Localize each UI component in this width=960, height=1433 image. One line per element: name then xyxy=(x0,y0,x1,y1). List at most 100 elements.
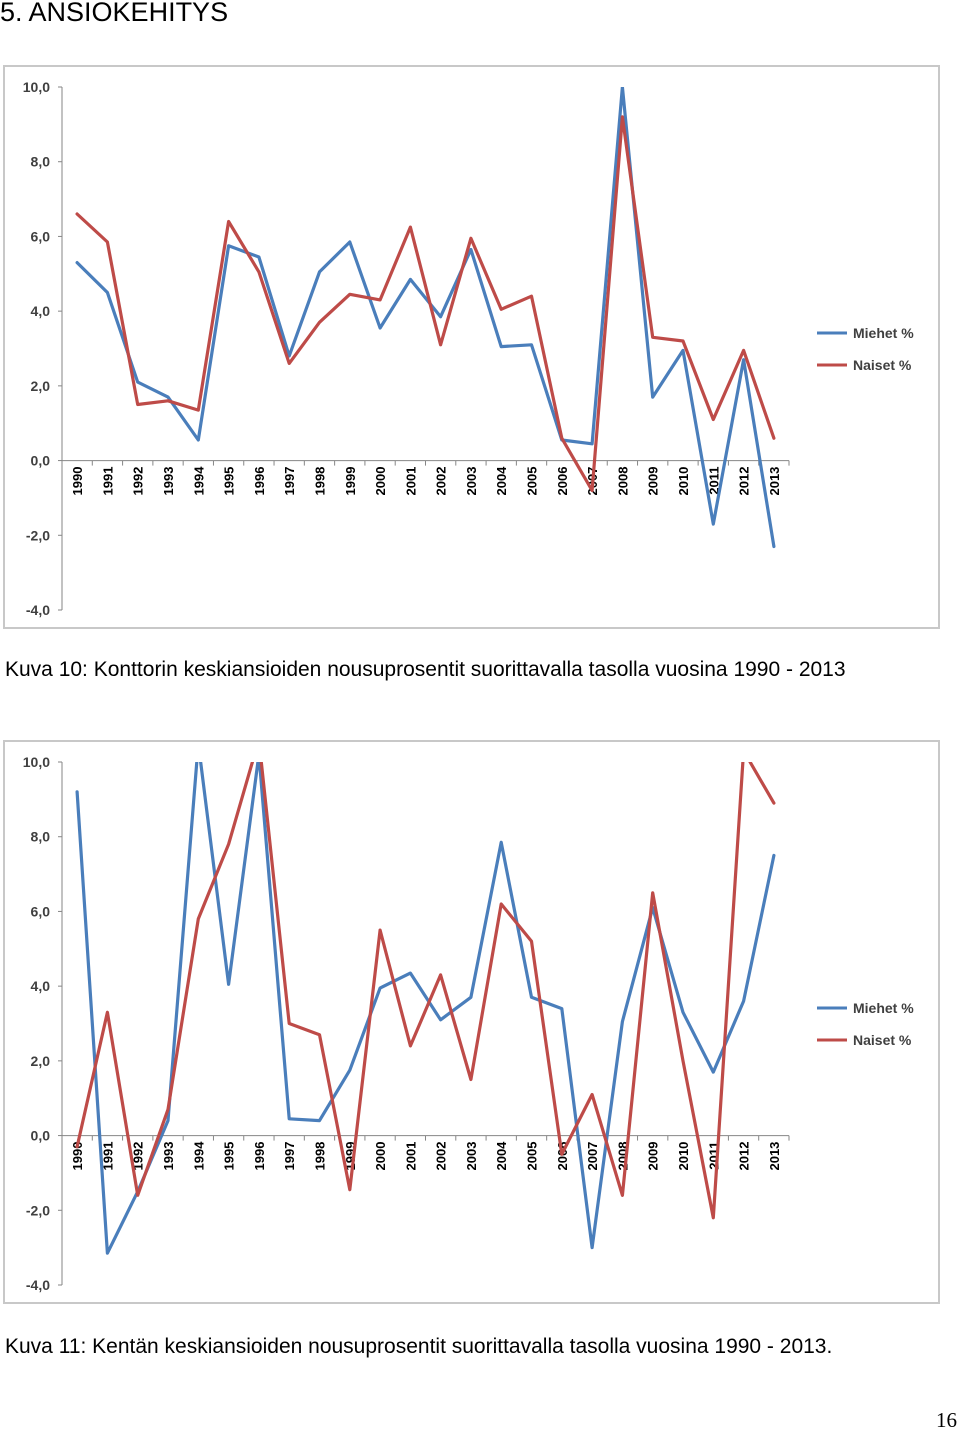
x-category-label: 1990 xyxy=(70,1142,85,1171)
data-point xyxy=(167,400,169,402)
data-point xyxy=(591,1247,593,1249)
data-point xyxy=(228,220,230,223)
plot-area xyxy=(75,87,776,549)
data-point xyxy=(288,362,290,364)
data-point xyxy=(288,1118,290,1120)
y-tick-label: 8,0 xyxy=(31,154,51,170)
data-point xyxy=(76,1146,78,1148)
x-category-label: 1993 xyxy=(161,467,176,496)
data-point xyxy=(682,1011,684,1013)
x-category-label: 2009 xyxy=(646,1142,661,1171)
x-category-label: 2012 xyxy=(737,467,752,496)
data-point xyxy=(197,918,199,920)
data-point xyxy=(682,349,684,351)
y-tick-label: 10,0 xyxy=(23,79,50,95)
x-category-label: 2000 xyxy=(373,1142,388,1171)
y-tick-label: 4,0 xyxy=(31,978,51,994)
y-tick-label: 2,0 xyxy=(31,1053,51,1069)
x-category-label: 1997 xyxy=(282,1142,297,1171)
x-category-label: 2013 xyxy=(767,467,782,496)
x-category-label: 1998 xyxy=(312,467,327,496)
data-point xyxy=(621,1194,624,1196)
data-point xyxy=(409,226,411,228)
x-category-label: 2004 xyxy=(494,466,509,496)
x-category-label: 2005 xyxy=(525,467,540,496)
y-tick-label: 2,0 xyxy=(31,378,51,394)
data-point xyxy=(106,1011,108,1013)
data-point xyxy=(682,1060,684,1062)
line-chart-kentta: 10,0 8,0 6,0 4,0 2,0 0,0 -2,0 -4,0 1990 1991 1992 1… xyxy=(3,740,940,1304)
data-point xyxy=(197,439,199,441)
legend-label: Naiset % xyxy=(853,357,912,373)
x-category-label: 1992 xyxy=(131,467,146,496)
data-point xyxy=(591,1093,593,1096)
data-point xyxy=(470,248,472,251)
x-category-label: 2001 xyxy=(403,467,418,496)
data-point xyxy=(470,237,472,239)
data-point xyxy=(530,940,533,942)
x-category-label: 1991 xyxy=(100,467,115,496)
data-point xyxy=(561,437,563,439)
x-category-label: 1993 xyxy=(161,1142,176,1171)
data-point xyxy=(591,489,593,492)
section-heading: 5. ANSIOKEHITYS xyxy=(0,0,229,27)
x-category-label: 1992 xyxy=(131,1142,146,1171)
data-point xyxy=(318,271,321,273)
y-tick-label: 4,0 xyxy=(31,303,51,319)
data-point xyxy=(621,1021,624,1023)
data-point xyxy=(318,1120,321,1122)
page-number: 16 xyxy=(936,1408,957,1432)
x-category-label: 2008 xyxy=(615,467,630,496)
x-category-label: 2000 xyxy=(373,467,388,496)
data-point xyxy=(743,750,744,751)
data-point xyxy=(198,743,199,744)
data-point xyxy=(712,1071,714,1073)
data-point xyxy=(743,349,745,351)
data-point xyxy=(712,523,714,525)
x-category-label: 2002 xyxy=(434,1142,449,1171)
data-point xyxy=(712,1217,714,1219)
data-point xyxy=(379,327,381,329)
data-point xyxy=(561,1008,563,1010)
data-point xyxy=(621,116,624,118)
x-category-label: 1991 xyxy=(100,1142,115,1171)
y-tick-label: -4,0 xyxy=(26,1277,50,1293)
data-point xyxy=(440,344,442,346)
data-point xyxy=(228,245,230,247)
data-point xyxy=(743,359,745,361)
x-category-label: 1995 xyxy=(222,1142,237,1171)
data-point xyxy=(682,340,684,342)
x-category-label: 1994 xyxy=(191,466,206,496)
figure-caption: Kuva 11: Kentän keskiansioiden nousupros… xyxy=(5,1335,833,1358)
x-category-label: 2013 xyxy=(767,1142,782,1171)
data-point xyxy=(76,262,78,264)
y-tick-label: -4,0 xyxy=(26,602,50,618)
data-point xyxy=(106,241,108,243)
data-point xyxy=(440,1019,442,1021)
series-line-miehet xyxy=(75,87,776,549)
data-point xyxy=(258,271,260,273)
x-category-label: 2009 xyxy=(646,467,661,496)
data-point xyxy=(167,1120,169,1122)
data-point xyxy=(379,299,381,301)
data-point xyxy=(349,241,351,243)
x-category-label: 1996 xyxy=(252,1142,267,1171)
y-tick-label: 0,0 xyxy=(31,453,51,469)
plot-area xyxy=(75,743,776,1255)
data-point xyxy=(106,291,108,294)
data-point xyxy=(349,1189,351,1191)
x-category-label: 2003 xyxy=(464,467,479,496)
data-point xyxy=(379,987,381,989)
x-category-label: 2001 xyxy=(403,1142,418,1171)
x-category-label: 1994 xyxy=(191,1141,206,1171)
x-category-label: 2012 xyxy=(737,1142,752,1171)
data-point xyxy=(228,983,230,985)
chart-svg: 10,0 8,0 6,0 4,0 2,0 0,0 -2,0 -4,0 1990 1991 1992 1… xyxy=(23,743,914,1293)
data-point xyxy=(258,256,260,258)
x-category-label: 2004 xyxy=(494,1141,509,1171)
data-point xyxy=(76,213,78,215)
data-point xyxy=(137,1194,139,1196)
series-line-naiset xyxy=(75,762,776,1220)
data-point xyxy=(76,791,78,793)
data-point xyxy=(773,437,775,439)
